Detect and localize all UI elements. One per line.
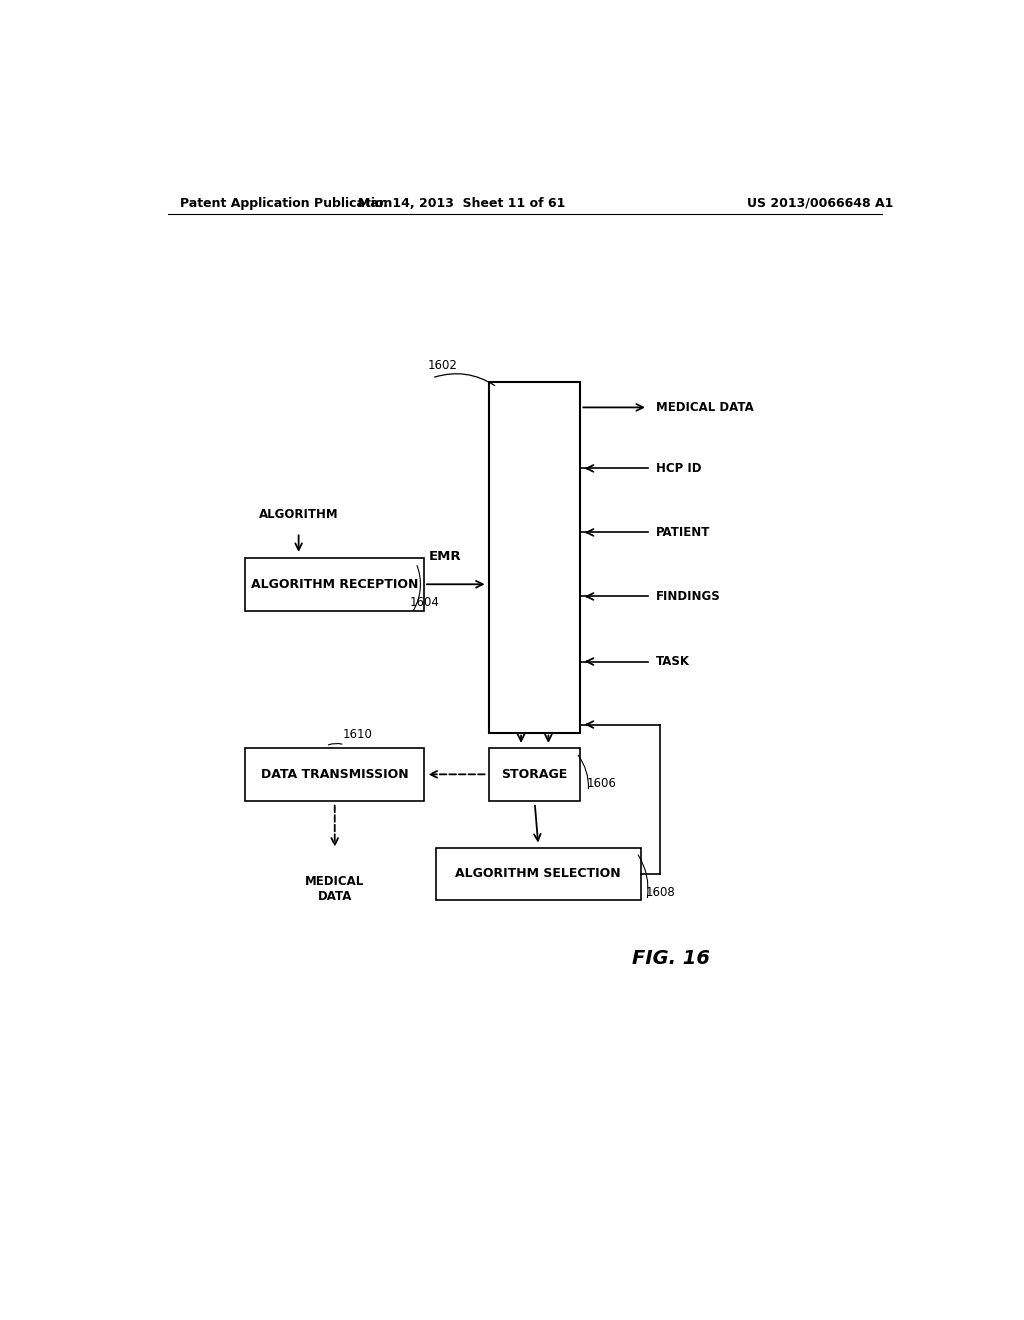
Text: STORAGE: STORAGE xyxy=(502,768,568,781)
FancyBboxPatch shape xyxy=(246,748,424,801)
Text: 1610: 1610 xyxy=(342,729,372,742)
Text: EMR: EMR xyxy=(429,550,461,564)
Text: HCP ID: HCP ID xyxy=(655,462,701,475)
Text: 1604: 1604 xyxy=(410,597,439,609)
Text: 1602: 1602 xyxy=(428,359,458,372)
Text: MEDICAL
DATA: MEDICAL DATA xyxy=(305,875,365,903)
FancyBboxPatch shape xyxy=(436,847,641,900)
Text: FINDINGS: FINDINGS xyxy=(655,590,721,603)
Text: DATA TRANSMISSION: DATA TRANSMISSION xyxy=(261,768,409,781)
Text: US 2013/0066648 A1: US 2013/0066648 A1 xyxy=(748,197,893,210)
Text: FIG. 16: FIG. 16 xyxy=(632,949,710,968)
Text: PATIENT: PATIENT xyxy=(655,525,710,539)
Text: Mar. 14, 2013  Sheet 11 of 61: Mar. 14, 2013 Sheet 11 of 61 xyxy=(357,197,565,210)
Text: ALGORITHM SELECTION: ALGORITHM SELECTION xyxy=(456,867,622,880)
Text: ALGORITHM RECEPTION: ALGORITHM RECEPTION xyxy=(251,578,419,591)
FancyBboxPatch shape xyxy=(489,381,581,733)
FancyBboxPatch shape xyxy=(489,748,581,801)
Text: MEDICAL DATA: MEDICAL DATA xyxy=(655,401,754,414)
Text: TASK: TASK xyxy=(655,655,690,668)
Text: 1606: 1606 xyxy=(587,777,616,789)
FancyBboxPatch shape xyxy=(246,558,424,611)
Text: ALGORITHM: ALGORITHM xyxy=(259,508,339,520)
Text: 1608: 1608 xyxy=(645,886,675,899)
Text: Patent Application Publication: Patent Application Publication xyxy=(179,197,392,210)
